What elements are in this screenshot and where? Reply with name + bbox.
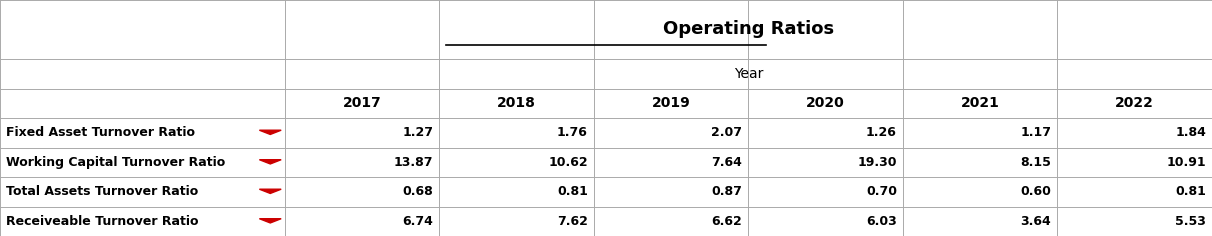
Text: 8.15: 8.15 bbox=[1021, 156, 1051, 169]
Text: 5.53: 5.53 bbox=[1176, 215, 1206, 228]
Text: 1.84: 1.84 bbox=[1176, 126, 1206, 139]
Text: 2018: 2018 bbox=[497, 96, 536, 110]
Text: 10.91: 10.91 bbox=[1166, 156, 1206, 169]
Text: 6.03: 6.03 bbox=[867, 215, 897, 228]
Text: 2020: 2020 bbox=[806, 96, 845, 110]
Text: 2.07: 2.07 bbox=[711, 126, 742, 139]
Text: Total Assets Turnover Ratio: Total Assets Turnover Ratio bbox=[6, 185, 199, 198]
Text: Working Capital Turnover Ratio: Working Capital Turnover Ratio bbox=[6, 156, 225, 169]
Text: 0.70: 0.70 bbox=[865, 185, 897, 198]
Text: 7.64: 7.64 bbox=[711, 156, 742, 169]
Text: 1.27: 1.27 bbox=[402, 126, 434, 139]
Text: 2017: 2017 bbox=[343, 96, 382, 110]
Text: 2022: 2022 bbox=[1115, 96, 1154, 110]
Text: 0.87: 0.87 bbox=[711, 185, 742, 198]
Text: Year: Year bbox=[733, 67, 764, 81]
Polygon shape bbox=[259, 189, 281, 194]
Text: 2021: 2021 bbox=[961, 96, 1000, 110]
Text: 19.30: 19.30 bbox=[857, 156, 897, 169]
Text: 1.17: 1.17 bbox=[1021, 126, 1051, 139]
Text: 7.62: 7.62 bbox=[558, 215, 588, 228]
Text: Operating Ratios: Operating Ratios bbox=[663, 21, 834, 38]
Polygon shape bbox=[259, 130, 281, 135]
Text: 0.60: 0.60 bbox=[1021, 185, 1051, 198]
Text: Fixed Asset Turnover Ratio: Fixed Asset Turnover Ratio bbox=[6, 126, 195, 139]
Text: 1.76: 1.76 bbox=[558, 126, 588, 139]
Text: 13.87: 13.87 bbox=[394, 156, 434, 169]
Text: 2019: 2019 bbox=[652, 96, 691, 110]
Text: 6.62: 6.62 bbox=[711, 215, 742, 228]
Text: 10.62: 10.62 bbox=[548, 156, 588, 169]
Text: 1.26: 1.26 bbox=[867, 126, 897, 139]
Polygon shape bbox=[259, 160, 281, 164]
Text: 0.81: 0.81 bbox=[1176, 185, 1206, 198]
Polygon shape bbox=[259, 219, 281, 223]
Text: 3.64: 3.64 bbox=[1021, 215, 1051, 228]
Text: 0.81: 0.81 bbox=[558, 185, 588, 198]
Text: 0.68: 0.68 bbox=[402, 185, 434, 198]
Text: Receiveable Turnover Ratio: Receiveable Turnover Ratio bbox=[6, 215, 199, 228]
Text: 6.74: 6.74 bbox=[402, 215, 434, 228]
